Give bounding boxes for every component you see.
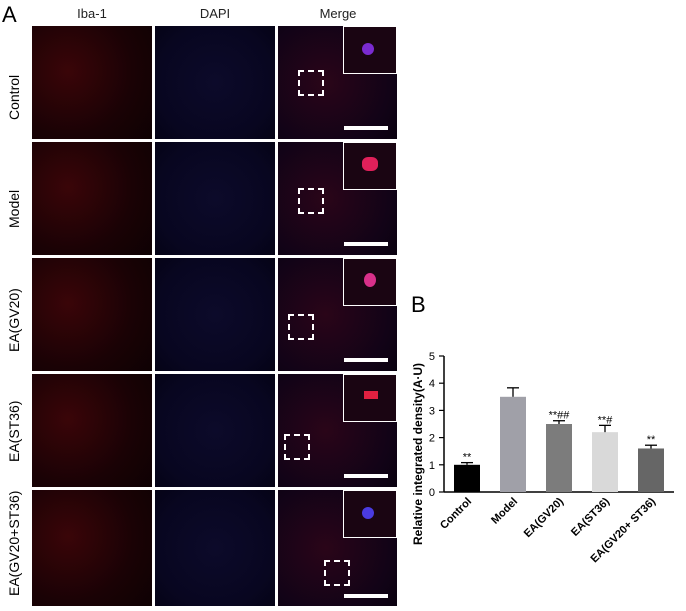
y-tick-label: 0	[429, 487, 435, 499]
y-tick-label: 4	[429, 378, 435, 390]
image-ea-st36-dapi	[155, 374, 275, 487]
column-header-dapi: DAPI	[199, 6, 231, 21]
image-control-merge	[278, 26, 397, 139]
region-of-interest-box	[324, 560, 350, 586]
image-ea-st36-merge	[278, 374, 397, 487]
scale-bar	[344, 474, 388, 478]
image-model-merge	[278, 142, 397, 255]
x-tick-label: EA(ST36)	[569, 495, 612, 538]
image-ea-st36-iba1	[32, 374, 152, 487]
image-model-iba1	[32, 142, 152, 255]
image-ea-gv20-iba1	[32, 258, 152, 371]
column-header-iba1: Iba-1	[77, 6, 107, 21]
row-label-ea-gv20: EA(GV20)	[6, 288, 22, 352]
micrograph-grid	[32, 26, 397, 606]
image-model-dapi	[155, 142, 275, 255]
inset-zoom	[343, 490, 397, 538]
column-header-merge: Merge	[319, 6, 357, 21]
row-label-model: Model	[6, 189, 22, 228]
region-of-interest-box	[298, 70, 324, 96]
image-ea-gv20-merge	[278, 258, 397, 371]
image-control-iba1	[32, 26, 152, 139]
bar	[454, 464, 480, 492]
bar	[638, 448, 664, 492]
region-of-interest-box	[288, 314, 314, 340]
panel-b-letter: B	[411, 292, 426, 317]
x-tick-label: Control	[438, 496, 474, 532]
scale-bar	[344, 242, 388, 246]
inset-zoom	[343, 258, 397, 306]
image-ea-gv20-dapi	[155, 258, 275, 371]
significance-label: **#	[598, 414, 614, 426]
image-ea-gv20-st36-iba1	[32, 490, 152, 606]
significance-label: **	[647, 434, 656, 446]
scale-bar	[344, 358, 388, 362]
image-ea-gv20-st36-merge	[278, 490, 397, 606]
inset-zoom	[343, 374, 397, 422]
x-tick-label: EA(GV20)	[522, 495, 567, 540]
significance-label: **	[463, 452, 472, 464]
image-ea-gv20-st36-dapi	[155, 490, 275, 606]
significance-label: **##	[549, 410, 571, 422]
inset-zoom	[343, 26, 397, 74]
bar-chart: Relative integrated density(A·U) 0 1 2 3 4 5 *…	[411, 351, 674, 565]
bar	[500, 396, 526, 492]
y-tick-label: 1	[429, 460, 435, 472]
image-control-dapi	[155, 26, 275, 139]
region-of-interest-box	[284, 434, 310, 460]
panel-a-letter: A	[2, 2, 17, 27]
bar	[546, 424, 572, 492]
scale-bar	[344, 126, 388, 130]
row-label-control: Control	[6, 74, 22, 120]
row-label-ea-st36: EA(ST36)	[6, 400, 22, 462]
y-tick-label: 5	[429, 351, 435, 363]
bar	[592, 432, 618, 492]
y-tick-label: 3	[429, 405, 435, 417]
y-axis-label: Relative integrated density(A·U)	[411, 363, 425, 545]
x-tick-label: Model	[489, 496, 520, 527]
inset-zoom	[343, 142, 397, 190]
scale-bar	[344, 594, 388, 598]
row-label-ea-gv20-st36: EA(GV20+ST36)	[6, 490, 22, 596]
region-of-interest-box	[298, 188, 324, 214]
y-tick-label: 2	[429, 433, 435, 445]
